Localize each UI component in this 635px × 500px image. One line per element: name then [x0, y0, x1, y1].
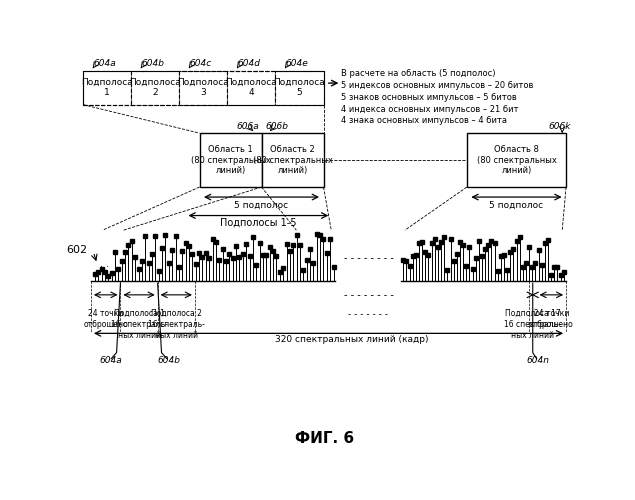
Text: Подполосы 1-5: Подполосы 1-5 — [220, 218, 297, 228]
Text: . .: . . — [552, 259, 561, 269]
Text: Область 1
(80 спектральных
линий): Область 1 (80 спектральных линий) — [190, 145, 271, 175]
Text: Область 2
(80 спектральных
линий): Область 2 (80 спектральных линий) — [253, 145, 333, 175]
Text: 604c: 604c — [190, 58, 212, 68]
Text: 604d: 604d — [237, 58, 260, 68]
Bar — [83, 71, 131, 104]
Bar — [262, 133, 323, 187]
Text: 606b: 606b — [265, 122, 288, 130]
Text: 604a: 604a — [100, 356, 123, 364]
Text: 606k: 606k — [549, 122, 571, 130]
Text: 606a: 606a — [236, 122, 259, 130]
Text: Подполоса 17
16 спектраль-
ных линий: Подполоса 17 16 спектраль- ных линий — [504, 308, 561, 340]
Text: 604b: 604b — [142, 58, 164, 68]
Text: 602: 602 — [66, 245, 87, 255]
Text: 24 точки
отброшено: 24 точки отброшено — [83, 308, 128, 329]
Text: . .: . . — [100, 259, 109, 269]
Bar — [179, 71, 227, 104]
Text: 604n: 604n — [526, 356, 550, 364]
Bar — [276, 71, 323, 104]
Text: ФИГ. 6: ФИГ. 6 — [295, 432, 354, 446]
Text: Подполоса
2: Подполоса 2 — [130, 78, 181, 98]
Text: 604b: 604b — [157, 356, 180, 364]
Text: 5 подполос: 5 подполос — [490, 201, 544, 210]
Text: - - - - - - - -: - - - - - - - - — [344, 290, 394, 300]
Bar — [131, 71, 179, 104]
Bar — [467, 133, 566, 187]
Text: 320 спектральных линий (кадр): 320 спектральных линий (кадр) — [275, 335, 429, 344]
Text: - - - - - - -: - - - - - - - — [349, 310, 389, 318]
Text: Подполоса 2
16 спектраль-
ных линий: Подполоса 2 16 спектраль- ных линий — [148, 308, 204, 340]
Text: - - - - - - - -: - - - - - - - - — [344, 253, 394, 263]
Text: 604e: 604e — [286, 58, 309, 68]
Text: Подполоса
1: Подполоса 1 — [81, 78, 133, 98]
Bar — [199, 133, 262, 187]
Text: Область 8
(80 спектральных
линий): Область 8 (80 спектральных линий) — [476, 145, 556, 175]
Bar — [227, 71, 276, 104]
Bar — [83, 71, 323, 104]
Text: 604a: 604a — [93, 58, 116, 68]
Text: Подполоса
4: Подполоса 4 — [225, 78, 277, 98]
Text: Подполоса 1
16 спектраль-
ных линий: Подполоса 1 16 спектраль- ных линий — [110, 308, 168, 340]
Text: Подполоса
3: Подполоса 3 — [178, 78, 229, 98]
Text: В расчете на область (5 подполос)
5 индексов основных импульсов – 20 битов
5 зна: В расчете на область (5 подполос) 5 инде… — [342, 69, 533, 126]
Text: 24 точки
отброшено: 24 точки отброшено — [529, 308, 574, 329]
Text: Подполоса
5: Подполоса 5 — [274, 78, 325, 98]
Text: 5 подполос: 5 подполос — [234, 201, 288, 210]
